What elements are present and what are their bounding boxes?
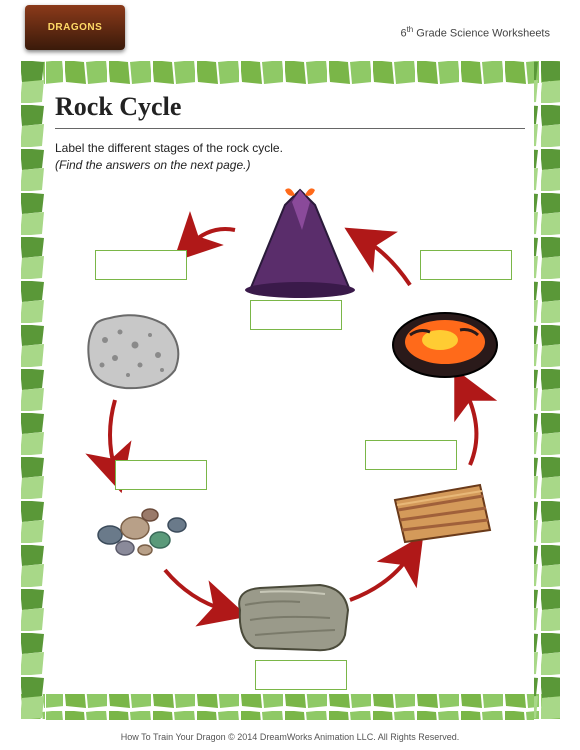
pebbles-icon	[98, 509, 186, 555]
rock-cycle-diagram	[40, 185, 540, 695]
arrow-icon	[190, 229, 235, 245]
label-box[interactable]	[95, 250, 187, 280]
instruction-main: Label the different stages of the rock c…	[55, 140, 283, 157]
sedimentary-rock-icon	[395, 485, 490, 542]
worksheet-page: DRAGONS 6th Grade Science Worksheets Roc…	[0, 0, 580, 750]
igneous-rock-icon	[88, 315, 178, 388]
label-box[interactable]	[115, 460, 207, 490]
label-box[interactable]	[250, 300, 342, 330]
instruction-hint: (Find the answers on the next page.)	[55, 157, 283, 174]
page-title: Rock Cycle	[55, 92, 181, 122]
arrow-icon	[365, 240, 410, 285]
label-box[interactable]	[420, 250, 512, 280]
label-box[interactable]	[365, 440, 457, 470]
dragons-logo: DRAGONS	[25, 5, 125, 50]
arrow-icon	[465, 390, 476, 465]
logo-text: DRAGONS	[48, 22, 103, 33]
title-underline	[55, 128, 525, 129]
lava-rock-icon	[393, 313, 497, 377]
metamorphic-rock-icon	[239, 585, 348, 650]
grade-header: 6th Grade Science Worksheets	[400, 25, 550, 40]
arrow-icon	[165, 570, 225, 610]
arrow-icon	[350, 555, 410, 600]
volcano-icon	[245, 188, 355, 298]
label-box[interactable]	[255, 660, 347, 690]
instructions: Label the different stages of the rock c…	[55, 140, 283, 174]
copyright-footer: How To Train Your Dragon © 2014 DreamWor…	[0, 732, 580, 742]
